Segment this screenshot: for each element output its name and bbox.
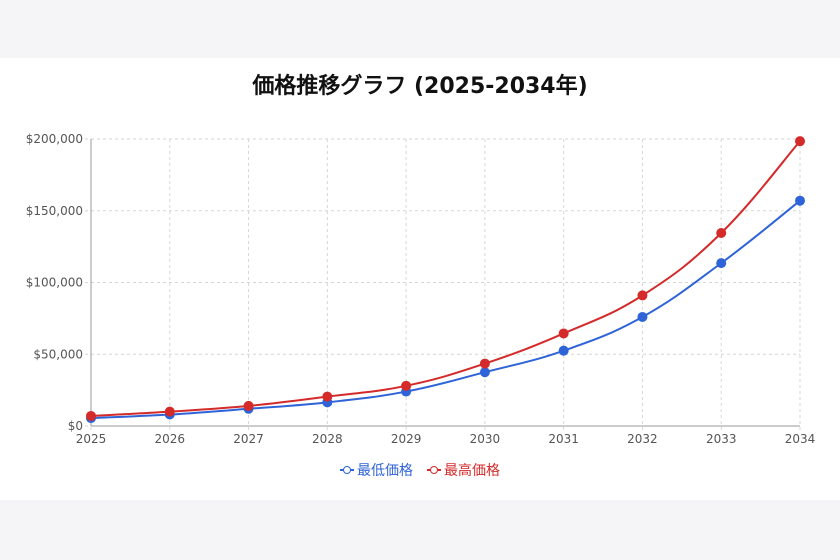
chart-title: 価格推移グラフ (2025-2034年) <box>252 74 588 99</box>
y-tick-label: $100,000 <box>26 276 83 290</box>
legend: 最低価格 最高価格 <box>0 460 840 480</box>
data-point-max <box>479 358 490 369</box>
data-point-min <box>795 195 805 206</box>
legend-item-max[interactable]: 最高価格 <box>427 460 500 480</box>
series-line-min <box>90 199 801 420</box>
legend-label-max: 最高価格 <box>444 463 500 479</box>
series-layer <box>86 136 805 424</box>
legend-swatch-min <box>340 466 354 474</box>
x-tick-label: 2025 <box>76 432 107 446</box>
data-point-max <box>716 227 727 238</box>
x-tick-label: 2027 <box>233 432 264 446</box>
data-point-max <box>795 136 805 147</box>
y-tick-label: $50,000 <box>33 347 83 361</box>
data-point-max <box>401 380 412 391</box>
data-point-min <box>479 367 490 378</box>
legend-label-min: 最低価格 <box>357 463 413 479</box>
data-point-min <box>558 345 569 356</box>
legend-swatch-max <box>427 466 441 474</box>
data-point-max <box>637 290 648 301</box>
data-point-max <box>164 406 175 417</box>
x-tick-label: 2026 <box>155 432 186 446</box>
data-point-max <box>322 391 333 402</box>
data-point-min <box>716 258 727 269</box>
x-tick-label: 2034 <box>785 432 816 446</box>
series-line-max <box>90 140 801 417</box>
x-tick-label: 2028 <box>312 432 343 446</box>
data-point-min <box>637 311 648 322</box>
x-tick-label: 2033 <box>706 432 737 446</box>
data-point-max <box>558 328 569 339</box>
legend-item-min[interactable]: 最低価格 <box>340 460 413 480</box>
y-tick-label: $0 <box>68 419 83 433</box>
x-tick-label: 2029 <box>391 432 422 446</box>
axes: $0 $50,000 $100,000 $150,000 $200,000 2025 202… <box>26 132 816 446</box>
y-tick-label: $200,000 <box>26 132 83 146</box>
x-tick-label: 2030 <box>470 432 501 446</box>
x-tick-label: 2031 <box>548 432 579 446</box>
data-point-max <box>243 400 254 411</box>
y-tick-label: $150,000 <box>26 204 83 218</box>
x-tick-label: 2032 <box>627 432 658 446</box>
data-point-max <box>86 410 96 421</box>
